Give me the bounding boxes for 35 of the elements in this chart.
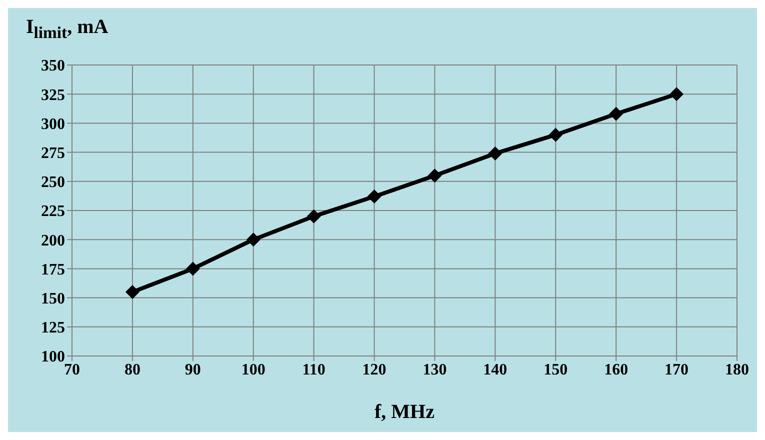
x-tick-label: 150	[544, 361, 568, 378]
x-tick-label: 100	[241, 361, 266, 378]
x-tick-label: 110	[302, 361, 326, 378]
y-tick-label: 275	[41, 144, 65, 162]
point	[609, 106, 624, 121]
y-tick-label: 350	[41, 58, 65, 75]
y-tick-label: 125	[41, 320, 65, 337]
point	[548, 128, 563, 142]
x-tick-label: 120	[362, 361, 386, 378]
point	[306, 209, 321, 224]
x-tick-label: 130	[422, 361, 447, 378]
y-tick-label: 250	[41, 174, 65, 192]
point	[246, 232, 260, 247]
point	[488, 146, 502, 160]
x-tick-label: 70	[64, 361, 80, 378]
y-tick-label: 100	[41, 348, 65, 366]
y-tick-label: 225	[41, 203, 65, 220]
x-tick-label: 160	[604, 361, 628, 378]
x-tick-label: 180	[725, 361, 749, 378]
point	[125, 284, 140, 299]
point	[428, 168, 442, 183]
y-tick-label: 150	[41, 290, 65, 308]
y-axis-title: I$_{limit}$, mA	[26, 16, 108, 43]
y-tick-label: 175	[41, 261, 65, 278]
x-tick-label: 90	[184, 361, 201, 378]
point	[186, 262, 200, 276]
y-tick-label: 200	[41, 232, 65, 250]
y-tick-label: 300	[41, 116, 65, 133]
y-tick-label: 325	[41, 86, 65, 104]
x-tick-label: 140	[483, 361, 508, 378]
point	[367, 190, 382, 204]
x-tick-label: 170	[664, 361, 689, 378]
x-axis-title: f, MHz	[374, 401, 435, 423]
x-tick-label: 80	[124, 361, 140, 378]
point	[670, 87, 684, 102]
